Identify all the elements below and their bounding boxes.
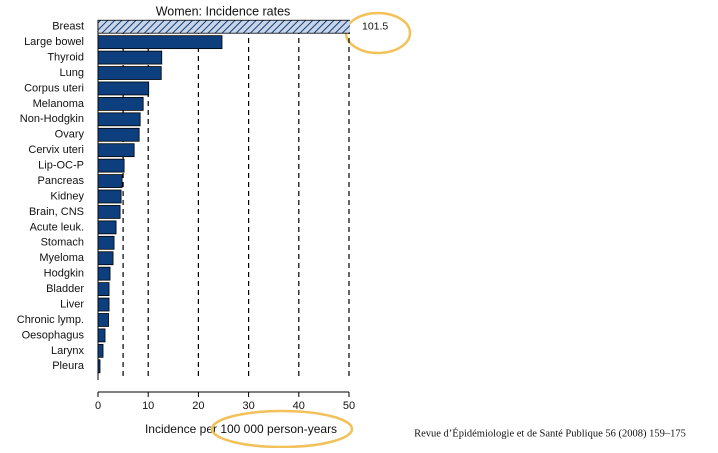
y-tick-label: Cervix uteri — [28, 144, 84, 156]
y-tick-label: Corpus uteri — [24, 82, 84, 94]
bar — [97, 174, 123, 188]
y-tick-label: Lung — [60, 67, 84, 79]
y-tick-label: Pancreas — [38, 175, 85, 187]
y-tick-label: Chronic lymp. — [17, 314, 84, 326]
highlight — [344, 11, 412, 55]
y-tick-label: Acute leuk. — [30, 221, 84, 233]
bar — [97, 66, 162, 80]
bar — [97, 235, 115, 250]
x-tick-label: 0 — [95, 400, 101, 412]
y-tick-label: Stomach — [41, 237, 84, 249]
x-tick-label: 20 — [192, 400, 204, 412]
x-tick-label: 10 — [142, 400, 154, 412]
x-tick-label: 40 — [293, 400, 305, 412]
bar — [97, 50, 163, 65]
bar — [97, 19, 350, 34]
bar — [97, 359, 101, 374]
bar — [97, 189, 122, 204]
y-tick-label: Ovary — [55, 129, 85, 141]
bar — [97, 328, 106, 343]
bar — [97, 282, 110, 296]
bar — [97, 266, 111, 281]
y-tick-label: Breast — [52, 21, 84, 33]
bar — [97, 112, 141, 127]
y-tick-label: Kidney — [50, 190, 84, 202]
bar — [97, 343, 104, 358]
bar — [97, 297, 110, 312]
y-tick-label: Pleura — [52, 360, 85, 372]
highlight — [210, 409, 354, 449]
x-tick-label: 30 — [242, 400, 254, 412]
y-tick-label: Non-Hodgkin — [20, 113, 84, 125]
bars — [97, 19, 350, 374]
bar — [97, 35, 223, 50]
bar — [97, 97, 144, 111]
bar — [97, 251, 114, 266]
bar — [97, 158, 125, 173]
y-tick-label: Thyroid — [47, 51, 84, 63]
y-tick-label: Large bowel — [24, 36, 84, 48]
y-tick-label: Myeloma — [39, 252, 85, 264]
chart-title: Women: Incidence rates — [156, 4, 291, 18]
y-tick-label: Brain, CNS — [29, 206, 84, 218]
bar — [97, 143, 135, 158]
bar — [97, 205, 121, 219]
y-tick-label: Lip-OC-P — [38, 160, 84, 172]
value-label: 101.5 — [362, 20, 388, 32]
x-axis-label: Incidence per 100 000 person-years — [145, 422, 337, 436]
x-tick-label: 50 — [343, 400, 355, 412]
y-tick-label: Melanoma — [33, 98, 85, 110]
y-tick-label: Liver — [60, 298, 84, 310]
y-tick-label: Oesophagus — [22, 329, 85, 341]
bar — [97, 313, 109, 327]
y-tick-label: Larynx — [51, 345, 85, 357]
bar — [97, 220, 117, 235]
y-tick-label: Hodgkin — [44, 268, 84, 280]
bar — [97, 127, 140, 142]
source: Revue d’Épidémiologie et de Santé Publiq… — [414, 427, 686, 439]
bar — [97, 81, 150, 96]
y-tick-label: Bladder — [46, 283, 84, 295]
